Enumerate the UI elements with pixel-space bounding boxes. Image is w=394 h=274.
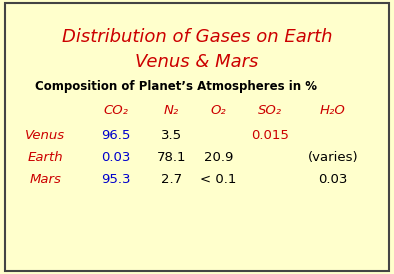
Text: 96.5: 96.5 bbox=[102, 129, 131, 142]
Text: 2.7: 2.7 bbox=[161, 173, 182, 186]
Text: O₂: O₂ bbox=[211, 104, 227, 118]
Text: 20.9: 20.9 bbox=[204, 151, 233, 164]
Text: Venus: Venus bbox=[25, 129, 65, 142]
Text: Mars: Mars bbox=[30, 173, 61, 186]
Text: H₂O: H₂O bbox=[320, 104, 346, 118]
Text: 78.1: 78.1 bbox=[157, 151, 186, 164]
Text: 0.03: 0.03 bbox=[318, 173, 348, 186]
Text: Earth: Earth bbox=[28, 151, 63, 164]
Text: (varies): (varies) bbox=[308, 151, 358, 164]
Text: SO₂: SO₂ bbox=[258, 104, 282, 118]
Text: Distribution of Gases on Earth: Distribution of Gases on Earth bbox=[62, 28, 332, 46]
Text: N₂: N₂ bbox=[164, 104, 179, 118]
FancyBboxPatch shape bbox=[5, 3, 389, 271]
Text: CO₂: CO₂ bbox=[104, 104, 129, 118]
Text: 95.3: 95.3 bbox=[102, 173, 131, 186]
Text: Composition of Planet’s Atmospheres in %: Composition of Planet’s Atmospheres in % bbox=[35, 80, 318, 93]
Text: 0.03: 0.03 bbox=[102, 151, 131, 164]
Text: < 0.1: < 0.1 bbox=[201, 173, 237, 186]
Text: Venus & Mars: Venus & Mars bbox=[135, 53, 259, 71]
Text: 3.5: 3.5 bbox=[161, 129, 182, 142]
Text: 0.015: 0.015 bbox=[251, 129, 289, 142]
